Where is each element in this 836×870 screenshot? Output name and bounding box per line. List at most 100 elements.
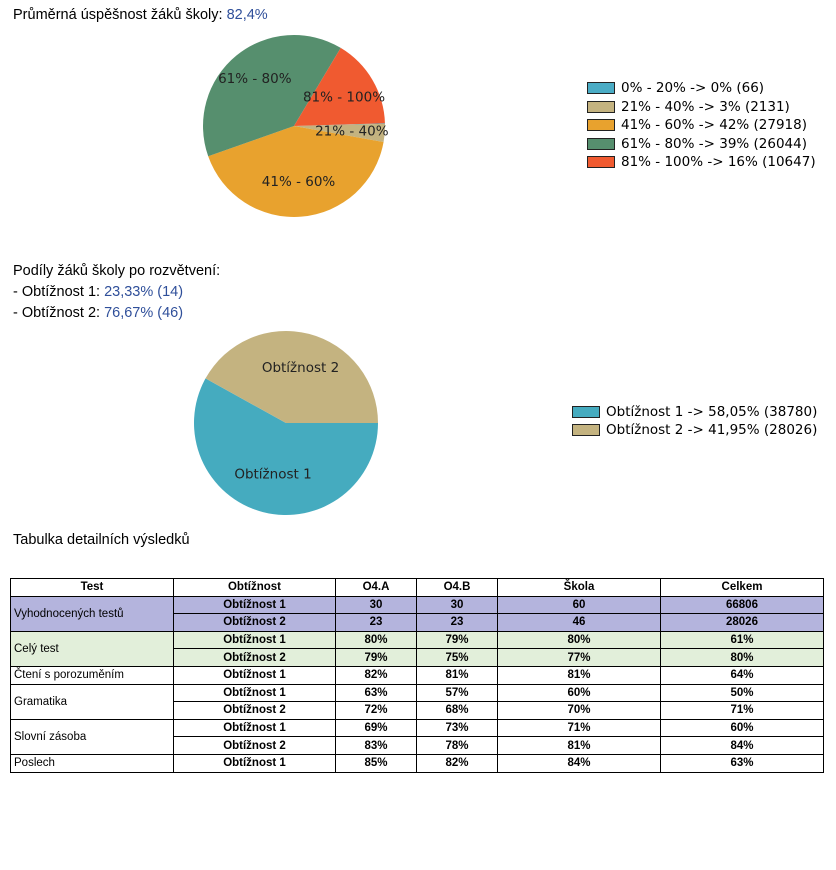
table-row: Gramatika Obtížnost 1 63% 57% 60% 50%	[10, 683, 824, 720]
value-cell: 63%	[660, 753, 824, 773]
table-row: Slovní zásoba Obtížnost 1 69% 73% 71% 60%	[10, 718, 824, 755]
difficulty-2-share-label: - Obtížnost 2:	[13, 305, 101, 321]
value-cell: 72%	[335, 701, 417, 720]
value-cell: 84%	[497, 753, 661, 773]
value-cell: 46	[497, 613, 661, 632]
difficulty-cell: Obtížnost 1	[173, 630, 336, 650]
legend-item: 41% - 60% -> 42% (27918)	[587, 116, 816, 135]
table-row: Obtížnost 2 79% 75% 77% 80%	[11, 648, 824, 667]
difficulty-cell: Obtížnost 2	[173, 648, 336, 667]
value-cell: 81%	[497, 736, 661, 755]
legend-item: Obtížnost 1 -> 58,05% (38780)	[572, 403, 817, 421]
value-cell: 57%	[416, 683, 498, 703]
pie-slice-label: Obtížnost 1	[234, 466, 311, 482]
header-test: Test	[10, 578, 174, 597]
pie-slice	[294, 47, 385, 126]
value-cell: 80%	[660, 648, 824, 667]
table-row: Vyhodnocených testů Obtížnost 1 30 30 60 6680…	[10, 595, 824, 632]
legend-label: Obtížnost 2 -> 41,95% (28026)	[606, 422, 818, 438]
value-cell: 63%	[335, 683, 417, 703]
legend-item: 21% - 40% -> 3% (2131)	[587, 98, 816, 117]
pie-slice	[294, 123, 385, 142]
value-cell: 82%	[416, 753, 498, 773]
pie-slice	[208, 126, 384, 217]
legend-item: 61% - 80% -> 39% (26044)	[587, 135, 816, 154]
legend-label: 81% - 100% -> 16% (10647)	[621, 154, 816, 171]
legend-swatch	[572, 406, 600, 418]
value-cell: 30	[335, 595, 417, 615]
value-cell: 71%	[660, 701, 824, 720]
average-success-value: 82,4%	[226, 7, 268, 23]
test-name-cell: Gramatika	[10, 683, 174, 720]
header-total: Celkem	[660, 578, 824, 597]
pie-slice	[194, 378, 378, 516]
value-cell: 70%	[497, 701, 661, 720]
value-cell: 64%	[660, 665, 824, 685]
pie-slice-label: 21% - 40%	[315, 123, 389, 139]
value-cell: 68%	[416, 701, 498, 720]
value-cell: 81%	[497, 665, 661, 685]
value-cell: 82%	[335, 665, 417, 685]
value-cell: 28026	[660, 613, 824, 632]
value-cell: 80%	[497, 630, 661, 650]
pie-slice-label: 41% - 60%	[262, 174, 336, 190]
difficulty-pie-legend: Obtížnost 1 -> 58,05% (38780) Obtížnost 2…	[572, 403, 817, 439]
value-cell: 50%	[660, 683, 824, 703]
table-row: Čtení s porozuměním Obtížnost 1 82% 81% 81% 6…	[10, 665, 824, 685]
pie-slice-label: 61% - 80%	[218, 71, 292, 87]
value-cell: 75%	[416, 648, 498, 667]
success-pie-legend: 0% - 20% -> 0% (66) 21% - 40% -> 3% (2131…	[587, 79, 816, 172]
legend-swatch	[587, 119, 615, 132]
pie-slice	[294, 123, 385, 126]
difficulty-cell: Obtížnost 2	[173, 736, 336, 755]
legend-label: 0% - 20% -> 0% (66)	[621, 80, 765, 97]
legend-label: 41% - 60% -> 42% (27918)	[621, 117, 808, 134]
difficulty-pie-chart: Obtížnost 1 Obtížnost 2	[194, 331, 378, 516]
pie-slice	[203, 35, 341, 157]
legend-label: Obtížnost 1 -> 58,05% (38780)	[606, 404, 818, 420]
difficulty-cell: Obtížnost 1	[173, 753, 336, 773]
legend-item: 0% - 20% -> 0% (66)	[587, 79, 816, 98]
difficulty-cell: Obtížnost 1	[173, 718, 336, 738]
legend-swatch	[587, 156, 615, 169]
difficulty-2-share-value: 76,67% (46)	[104, 305, 184, 321]
value-cell: 81%	[416, 665, 498, 685]
value-cell: 79%	[335, 648, 417, 667]
difficulty-cell: Obtížnost 1	[173, 595, 336, 615]
difficulty-cell: Obtížnost 1	[173, 665, 336, 685]
value-cell: 85%	[335, 753, 417, 773]
difficulty-cell: Obtížnost 2	[173, 613, 336, 632]
legend-swatch	[587, 137, 615, 150]
difficulty-cell: Obtížnost 1	[173, 683, 336, 703]
test-name-cell: Celý test	[10, 630, 174, 667]
test-name-cell: Vyhodnocených testů	[10, 595, 174, 632]
legend-label: 21% - 40% -> 3% (2131)	[621, 98, 790, 115]
value-cell: 80%	[335, 630, 417, 650]
pie-slice-label: Obtížnost 2	[262, 360, 339, 376]
value-cell: 77%	[497, 648, 661, 667]
test-name-cell: Slovní zásoba	[10, 718, 174, 755]
value-cell: 71%	[497, 718, 661, 738]
detail-table-heading: Tabulka detailních výsledků	[13, 532, 190, 548]
value-cell: 60	[497, 595, 661, 615]
difficulty-1-share: - Obtížnost 1: 23,33% (14)	[13, 284, 183, 300]
legend-item: Obtížnost 2 -> 41,95% (28026)	[572, 421, 817, 439]
table-row: Obtížnost 2 72% 68% 70% 71%	[11, 701, 824, 720]
value-cell: 84%	[660, 736, 824, 755]
table-header-row: Test Obtížnost O4.A O4.B Škola Celkem	[10, 578, 824, 597]
legend-swatch	[587, 100, 615, 113]
header-difficulty: Obtížnost	[173, 578, 336, 597]
average-success-title: Průměrná úspěšnost žáků školy:	[13, 7, 223, 23]
difficulty-1-share-label: - Obtížnost 1:	[13, 284, 101, 300]
pie-slice	[205, 331, 378, 423]
legend-label: 61% - 80% -> 39% (26044)	[621, 135, 808, 152]
value-cell: 23	[335, 613, 417, 632]
table-row: Obtížnost 2 23 23 46 28026	[11, 613, 824, 632]
table-row: Obtížnost 2 83% 78% 81% 84%	[11, 736, 824, 755]
value-cell: 60%	[497, 683, 661, 703]
value-cell: 73%	[416, 718, 498, 738]
legend-swatch	[572, 424, 600, 436]
average-success-heading: Průměrná úspěšnost žáků školy: 82,4%	[13, 7, 268, 23]
legend-item: 81% - 100% -> 16% (10647)	[587, 153, 816, 172]
pie-slice-label: 81% - 100%	[303, 90, 385, 106]
